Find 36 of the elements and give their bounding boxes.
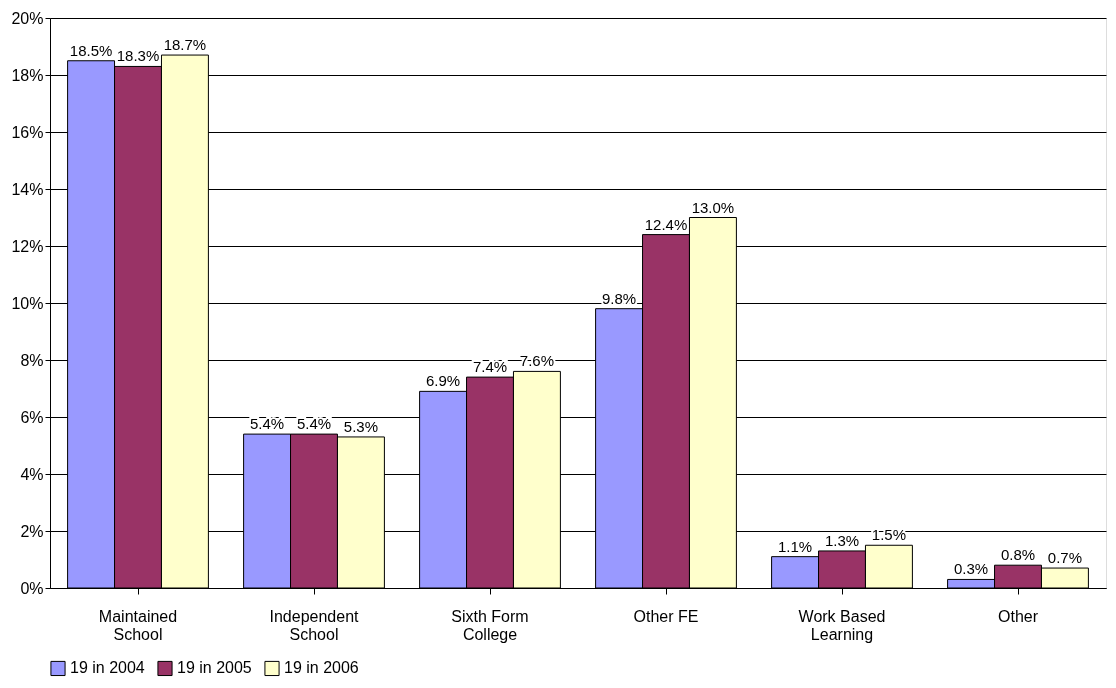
y-tick-label: 16% (11, 123, 44, 141)
data-label: 18.7% (163, 36, 207, 54)
y-tick-label: 12% (11, 237, 44, 255)
data-label: 18.3% (116, 47, 160, 65)
x-tick-label: Work Based Learning (798, 607, 886, 643)
legend-label: 19 in 2004 (70, 659, 145, 677)
x-tick-label: Maintained School (98, 607, 178, 643)
y-tick-label: 10% (11, 294, 44, 312)
data-label: 1.1% (777, 537, 813, 555)
y-tick-label: 2% (20, 522, 44, 540)
x-tick-label: Independent School (269, 607, 360, 643)
data-label: 13.0% (691, 198, 735, 216)
data-label: 9.8% (601, 289, 637, 307)
legend-label: 19 in 2006 (284, 659, 359, 677)
data-label: 5.3% (343, 417, 379, 435)
data-label: 0.3% (953, 560, 989, 578)
data-label: 6.9% (425, 372, 461, 390)
y-tick-label: 14% (11, 180, 44, 198)
x-tick-label: Other FE (633, 607, 699, 625)
data-label: 7.4% (472, 358, 508, 376)
data-label: 5.4% (296, 415, 332, 433)
y-tick-label: 4% (20, 465, 44, 483)
y-tick-label: 18% (11, 66, 44, 84)
y-tick-label: 0% (20, 579, 44, 597)
data-label: 1.3% (824, 531, 860, 549)
data-label: 18.5% (69, 41, 113, 59)
x-tick-label: Sixth Form College (451, 607, 529, 643)
y-tick-label: 8% (20, 351, 44, 369)
data-label: 0.8% (1000, 546, 1036, 564)
legend-label: 19 in 2005 (177, 659, 252, 677)
y-tick-label: 20% (11, 9, 44, 27)
data-label: 0.7% (1047, 549, 1083, 567)
data-label: 12.4% (644, 215, 688, 233)
y-tick-label: 6% (20, 408, 44, 426)
data-label: 5.4% (249, 415, 285, 433)
x-tick-label: Other (997, 607, 1039, 625)
